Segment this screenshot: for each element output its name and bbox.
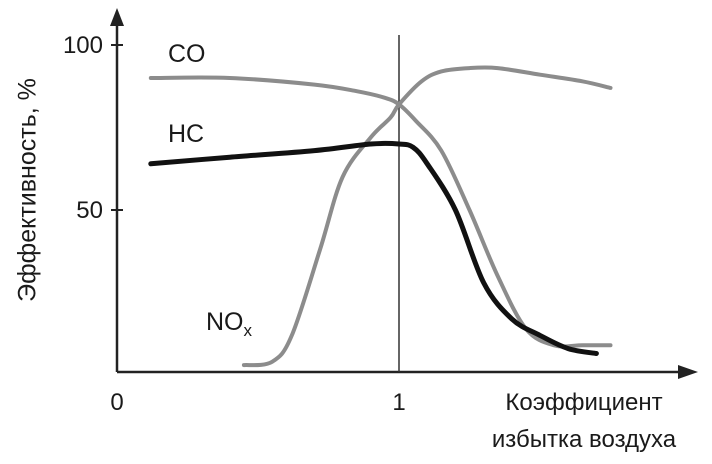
x-tick-label: 1	[392, 389, 405, 416]
x-axis-arrow	[678, 365, 698, 379]
series-line-nox	[241, 65, 613, 368]
y-tick-label: 50	[76, 197, 103, 224]
labels-layer: CO HC NOx	[168, 40, 253, 340]
series-label-nox: NOx	[206, 308, 253, 340]
y-tick-label: 100	[63, 32, 103, 59]
x-axis-title-line2: избытка воздуха	[492, 426, 677, 453]
series-line-co	[148, 75, 613, 349]
x-axis-title-line1: Коэффициент	[505, 389, 662, 416]
series-line-hc	[148, 140, 599, 356]
x-tick-label: 0	[110, 389, 123, 416]
axes: 50 100 0 1 Коэффициент избытка воздуха	[63, 8, 698, 453]
series-layer	[148, 65, 613, 368]
y-axis-arrow	[110, 8, 124, 26]
series-label-hc: HC	[168, 120, 204, 148]
series-label-co: CO	[168, 40, 206, 68]
